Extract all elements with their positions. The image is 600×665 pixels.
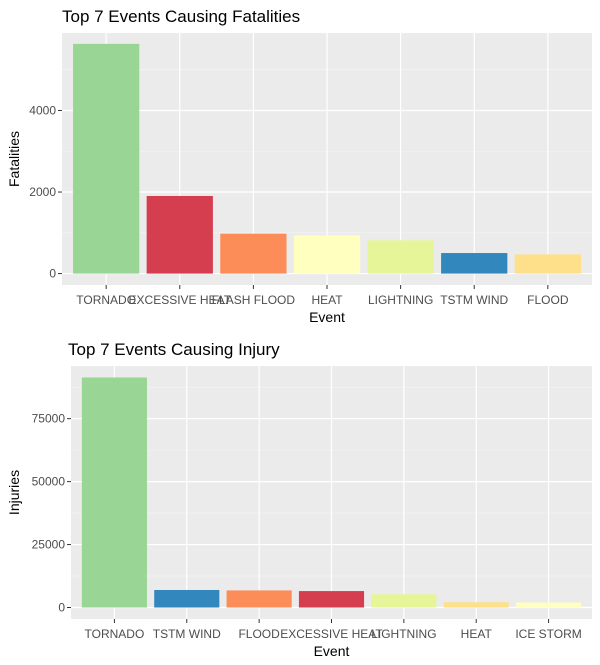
x-tick-label: FLOOD [527, 293, 569, 307]
bar-tstm-wind [441, 253, 508, 274]
injuries-chart-svg: Top 7 Events Causing Injury 0 25000 50000 75… [6, 340, 592, 659]
y-tick-label: 25000 [32, 538, 66, 552]
fatalities-chart: Top 7 Events Causing Fatalities 0 2000 4000… [0, 0, 600, 332]
y-axis-label: Fatalities [6, 131, 22, 187]
x-tick-label: TSTM WIND [440, 293, 508, 307]
x-axis-label: Event [314, 643, 350, 659]
injuries-chart: Top 7 Events Causing Injury 0 25000 50000 75… [0, 332, 600, 665]
x-tick-label: LIGHTNING [371, 627, 436, 641]
y-axis-label: Injuries [6, 470, 22, 515]
bar-heat [443, 602, 509, 608]
x-tick-label: TSTM WIND [153, 627, 221, 641]
bar-lightning [371, 594, 437, 608]
x-tick-label: EXCESSIVE HEAT [280, 627, 383, 641]
x-tick-label: FLASH FLOOD [212, 293, 296, 307]
bar-ice-storm [516, 602, 582, 608]
x-tick-label: FLOOD [238, 627, 280, 641]
x-tick-label: LIGHTNING [368, 293, 433, 307]
bar-tstm-wind [154, 589, 220, 608]
x-tick-label: ICE STORM [515, 627, 581, 641]
y-tick-label: 2000 [29, 185, 56, 199]
bar-flood [514, 254, 581, 274]
bar-lightning [367, 240, 434, 274]
y-tick-label: 50000 [32, 475, 66, 489]
bar-tornado [81, 377, 147, 608]
chart-title: Top 7 Events Causing Fatalities [62, 7, 300, 26]
x-tick-label: TORNADO [76, 293, 136, 307]
x-tick-label: TORNADO [85, 627, 145, 641]
bar-tornado [73, 43, 140, 274]
bar-excessive-heat [146, 195, 213, 274]
x-tick-label: EXCESSIVE HEAT [129, 293, 232, 307]
x-tick-label: HEAT [311, 293, 343, 307]
x-axis-label: Event [309, 309, 345, 325]
y-tick-label: 75000 [32, 412, 66, 426]
fatalities-chart-svg: Top 7 Events Causing Fatalities 0 2000 4000… [6, 7, 592, 325]
y-tick-label: 0 [49, 267, 56, 281]
bar-flash-flood [220, 233, 287, 274]
y-tick-label: 0 [58, 601, 65, 615]
y-tick-label: 4000 [29, 103, 56, 117]
bar-excessive-heat [298, 591, 365, 608]
chart-title: Top 7 Events Causing Injury [68, 340, 280, 359]
x-tick-label: HEAT [461, 627, 493, 641]
bar-flood [226, 590, 292, 608]
bar-heat [293, 235, 361, 274]
